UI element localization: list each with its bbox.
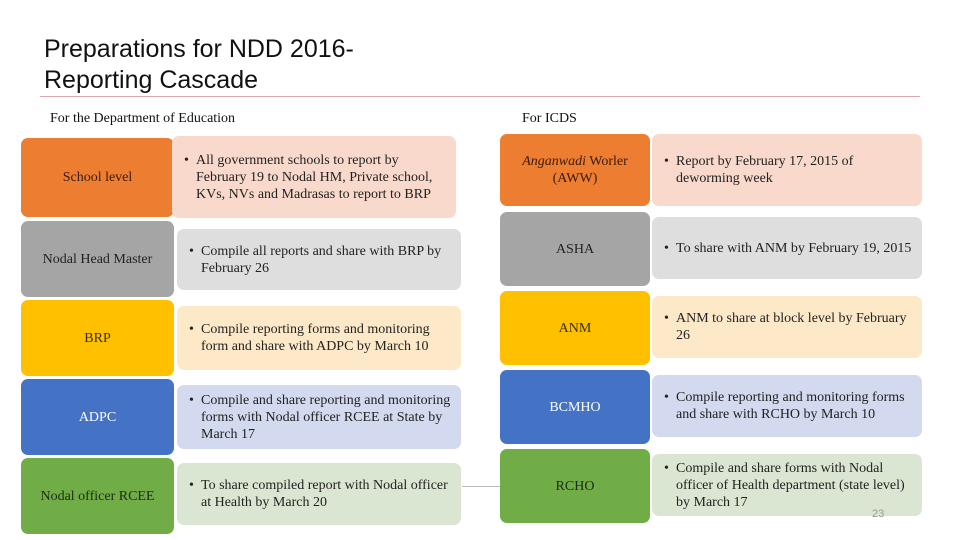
edu-desc-nodal-hm: Compile all reports and share with BRP b… bbox=[177, 229, 461, 290]
edu-level-rcee: Nodal officer RCEE bbox=[21, 458, 174, 534]
edu-desc-text: To share compiled report with Nodal offi… bbox=[189, 477, 451, 511]
title-divider bbox=[40, 96, 920, 97]
icds-level-italic: Anganwadi bbox=[522, 154, 586, 169]
edu-desc-adpc: Compile and share reporting and monitori… bbox=[177, 385, 461, 449]
icds-level-label: RCHO bbox=[555, 478, 595, 494]
slide-title-line-2: Reporting Cascade bbox=[44, 66, 259, 94]
edu-desc-school: All government schools to report by Febr… bbox=[172, 136, 456, 218]
icds-level-label: ANM bbox=[558, 320, 592, 336]
edu-level-label: BRP bbox=[84, 330, 111, 346]
edu-desc-text: Compile reporting forms and monitoring f… bbox=[189, 321, 451, 355]
icds-level-label: Anganwadi Worler (AWW) bbox=[506, 153, 644, 187]
icds-desc-text: ANM to share at block level by February … bbox=[664, 310, 912, 344]
edu-desc-text: Compile all reports and share with BRP b… bbox=[189, 243, 451, 277]
slide-number: 23 bbox=[872, 508, 885, 520]
icds-desc-text: To share with ANM by February 19, 2015 bbox=[664, 240, 911, 257]
edu-level-nodal-hm: Nodal Head Master bbox=[21, 221, 174, 297]
icds-level-bcmho: BCMHO bbox=[500, 370, 650, 444]
icds-level-aww: Anganwadi Worler (AWW) bbox=[500, 134, 650, 206]
edu-desc-brp: Compile reporting forms and monitoring f… bbox=[177, 306, 461, 370]
edu-level-label: School level bbox=[62, 170, 133, 185]
edu-level-label: Nodal officer RCEE bbox=[40, 488, 155, 504]
icds-desc-text: Compile reporting and monitoring forms a… bbox=[664, 389, 912, 423]
icds-desc-aww: Report by February 17, 2015 of deworming… bbox=[652, 134, 922, 206]
edu-desc-text: Compile and share reporting and monitori… bbox=[189, 392, 451, 443]
edu-desc-text: All government schools to report by Febr… bbox=[184, 152, 446, 203]
icds-desc-text: Compile and share forms with Nodal offic… bbox=[664, 460, 912, 511]
icds-desc-anm: ANM to share at block level by February … bbox=[652, 296, 922, 358]
icds-level-asha: ASHA bbox=[500, 212, 650, 286]
edu-level-adpc: ADPC bbox=[21, 379, 174, 455]
icds-desc-text: Report by February 17, 2015 of deworming… bbox=[664, 153, 912, 187]
icds-heading: For ICDS bbox=[522, 111, 577, 126]
edu-level-brp: BRP bbox=[21, 300, 174, 376]
edu-desc-rcee: To share compiled report with Nodal offi… bbox=[177, 463, 461, 525]
slide-title: Preparations for NDD 2016- Reporting Cas… bbox=[44, 34, 354, 96]
edu-level-label: Nodal Head Master bbox=[42, 251, 153, 267]
edu-level-label: ADPC bbox=[78, 409, 117, 425]
icds-desc-rcho: Compile and share forms with Nodal offic… bbox=[652, 454, 922, 516]
icds-desc-bcmho: Compile reporting and monitoring forms a… bbox=[652, 375, 922, 437]
icds-desc-asha: To share with ANM by February 19, 2015 bbox=[652, 217, 922, 279]
slide-title-line-1: Preparations for NDD 2016- bbox=[44, 35, 354, 63]
divider-line bbox=[462, 486, 502, 487]
icds-level-label: ASHA bbox=[555, 241, 595, 257]
icds-level-label: BCMHO bbox=[549, 399, 601, 415]
icds-level-rcho: RCHO bbox=[500, 449, 650, 523]
education-heading: For the Department of Education bbox=[50, 111, 236, 126]
icds-level-anm: ANM bbox=[500, 291, 650, 365]
icds-level-rest: Worler (AWW) bbox=[552, 154, 628, 186]
edu-level-school: School level bbox=[21, 138, 174, 217]
